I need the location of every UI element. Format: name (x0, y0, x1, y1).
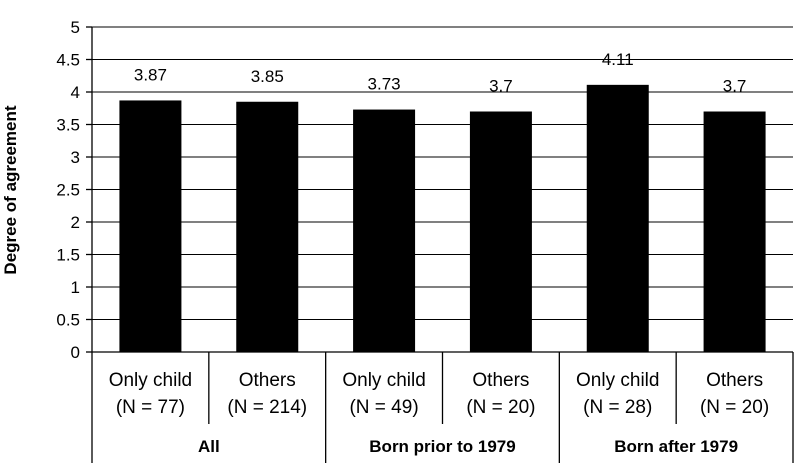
group-label: Born prior to 1979 (369, 437, 515, 456)
y-tick-label: 1 (71, 278, 80, 297)
data-label: 3.87 (134, 65, 167, 84)
y-tick-label: 4 (71, 83, 80, 102)
category-sublabel: (N = 28) (583, 397, 652, 418)
category-label: Only child (342, 370, 425, 391)
category-label: Only child (109, 370, 192, 391)
bar (469, 111, 532, 352)
data-label: 3.7 (489, 77, 513, 96)
data-label: 3.85 (251, 67, 284, 86)
category-sublabel: (N = 20) (466, 397, 535, 418)
y-tick-label: 1.5 (56, 246, 80, 265)
bar (119, 100, 182, 352)
category-sublabel: (N = 214) (227, 397, 307, 418)
data-label: 4.11 (602, 50, 634, 69)
y-tick-label: 2.5 (56, 181, 80, 200)
bar (586, 84, 649, 352)
category-label: Others (706, 370, 763, 391)
y-tick-label: 0.5 (56, 311, 80, 330)
category-sublabel: (N = 49) (349, 397, 418, 418)
y-tick-label: 3 (71, 148, 80, 167)
category-sublabel: (N = 20) (700, 397, 769, 418)
data-label: 3.7 (723, 77, 747, 96)
category-label: Others (239, 370, 296, 391)
y-axis-label: Degree of agreement (1, 105, 20, 274)
bar (236, 101, 299, 352)
data-label: 3.73 (368, 75, 401, 94)
y-tick-label: 4.5 (56, 51, 80, 70)
group-label: Born after 1979 (614, 437, 738, 456)
category-label: Only child (576, 370, 659, 391)
y-tick-label: 3.5 (56, 116, 80, 135)
y-tick-label: 0 (71, 343, 80, 362)
bar (703, 111, 766, 352)
y-tick-label: 2 (71, 213, 80, 232)
group-label: All (198, 437, 220, 456)
category-sublabel: (N = 77) (116, 397, 185, 418)
y-tick-label: 5 (71, 18, 80, 37)
category-label: Others (472, 370, 529, 391)
bar (353, 109, 416, 352)
